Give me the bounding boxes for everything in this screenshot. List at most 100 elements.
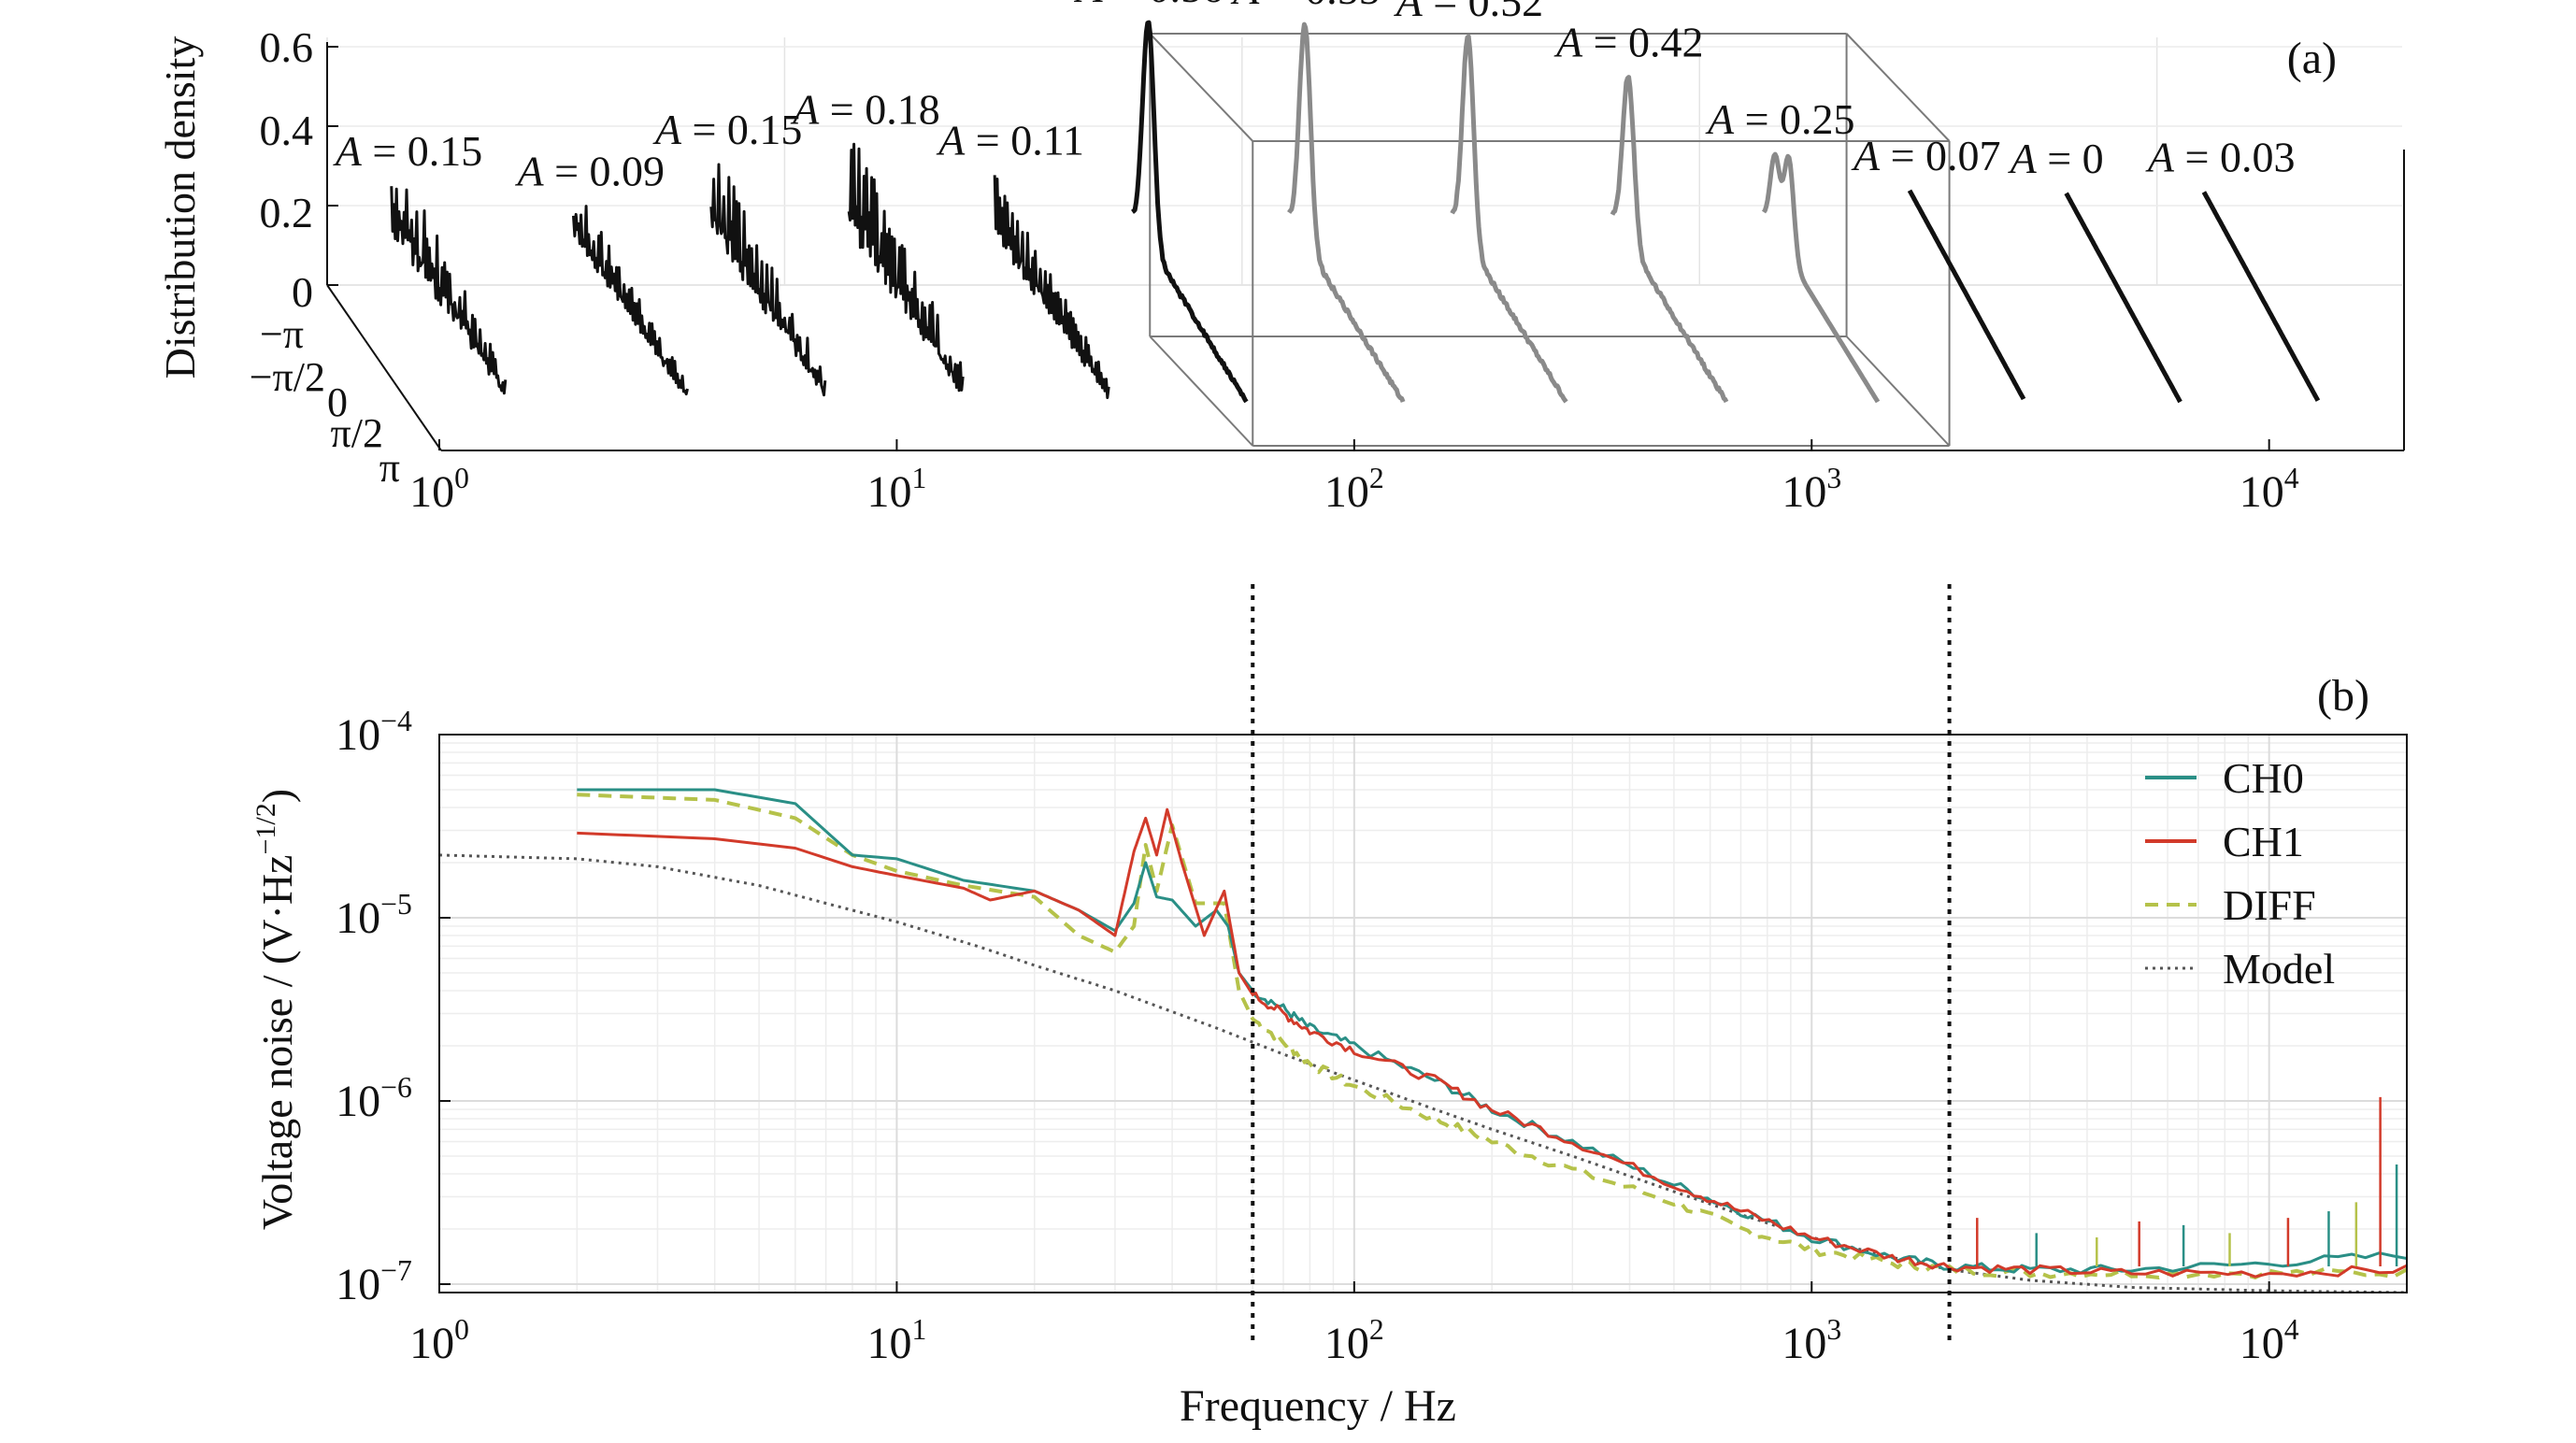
- distribution-trace: [390, 186, 508, 395]
- distribution-trace: [1610, 75, 1729, 404]
- amplitude-label: A = 0.15: [333, 127, 483, 175]
- distribution-trace: [993, 175, 1110, 399]
- y-tick-label-base: 10: [336, 1260, 380, 1309]
- highlight-box-edge: [1149, 33, 1253, 142]
- x-tick-label: 101: [866, 1313, 926, 1368]
- panel-a: A = 0.15 A = 0.09A = 0.15A = 0.18A = 0.11…: [156, 0, 2407, 517]
- amplitude-label: A = 0.52: [1394, 0, 1544, 25]
- x-tick-label: 103: [1782, 1313, 1841, 1368]
- amplitude-label-value: = 0.03: [2174, 133, 2295, 180]
- distribution-trace: [1907, 189, 2026, 401]
- panel-a-x-tick-label-base: 10: [866, 467, 911, 517]
- amplitude-label-var: A: [1851, 132, 1881, 179]
- x-tick-label-base: 10: [409, 1319, 454, 1368]
- phase-tick-neg-half-pi: −π/2: [250, 354, 325, 400]
- panel-a-x-tick-label: 103: [1782, 462, 1841, 517]
- highlight-box-edge: [1845, 336, 1951, 447]
- panel-b-x-label: Frequency / Hz: [1180, 1381, 1456, 1431]
- density-tick-0.6: 0.6: [260, 23, 314, 71]
- distribution-trace: [572, 205, 689, 396]
- amplitude-label-var: A: [1553, 19, 1583, 66]
- amplitude-label-value: = 0: [2037, 135, 2104, 182]
- amplitude-label-value: = 0.55: [1259, 0, 1380, 13]
- y-tick-label-base: 10: [336, 1077, 380, 1126]
- series-line-model: [439, 853, 2407, 1293]
- y-tick-label-exponent: −5: [380, 888, 412, 921]
- x-tick-label-exponent: 1: [911, 1313, 926, 1346]
- amplitude-label: A = 0.18: [790, 85, 940, 133]
- amplitude-label-value: = 0.11: [965, 116, 1084, 164]
- distribution-trace: [2201, 191, 2321, 402]
- density-tick-0: 0: [292, 268, 313, 316]
- panel-a-series: [390, 20, 2321, 404]
- panel-a-back-walls: [326, 37, 2402, 286]
- panel-a-x-tick-label-exponent: 0: [454, 462, 469, 494]
- panel-a-x-tick-label-base: 10: [2240, 467, 2284, 517]
- density-tick-0.2: 0.2: [260, 189, 314, 236]
- y-tick-label: 10−4: [336, 705, 412, 760]
- panel-b-vertical-markers: [1251, 584, 1952, 1346]
- amplitude-label: A = 0.42: [1553, 19, 1704, 66]
- panel-b-grid: [438, 734, 2408, 1293]
- panel-b-x-ticks: 100 101 102 103 104: [409, 1281, 2299, 1368]
- amplitude-label-var: A: [1705, 95, 1735, 143]
- legend-label-model: Model: [2223, 945, 2335, 993]
- amplitude-label: A = 0.55: [1230, 0, 1381, 13]
- panel-a-x-tick-label-base: 10: [409, 467, 454, 517]
- panel-a-x-tick-label-base: 10: [1782, 467, 1826, 517]
- y-tick-label-exponent: −6: [380, 1071, 412, 1104]
- amplitude-label: A = 0: [2008, 135, 2104, 182]
- x-tick-label: 100: [409, 1313, 469, 1368]
- x-tick-label-exponent: 3: [1826, 1313, 1841, 1346]
- distribution-trace: [1287, 21, 1406, 403]
- panel-a-x-tick-label-exponent: 2: [1369, 462, 1384, 494]
- legend-label-ch0: CH0: [2223, 754, 2304, 802]
- amplitude-label-value: = 0.42: [1582, 19, 1703, 66]
- amplitude-label: A = 0.11: [936, 116, 1084, 164]
- series-line-ch1: [577, 807, 2407, 1279]
- density-tick-0.4: 0.4: [260, 107, 314, 154]
- distribution-trace: [2064, 192, 2182, 404]
- y-tick-label-base: 10: [336, 893, 380, 943]
- amplitude-label-var: A: [936, 116, 966, 164]
- y-tick-label-exponent: −7: [380, 1254, 412, 1287]
- amplitude-label: A = 0.56: [1074, 0, 1224, 11]
- amplitude-label: A = 0.03: [2145, 133, 2296, 180]
- panel-a-x-tick-label: 101: [866, 462, 926, 517]
- panel-a-x-tick-label: 102: [1324, 462, 1384, 517]
- amplitude-label: A = 0.09: [515, 148, 665, 195]
- panel-b-series: [439, 788, 2407, 1293]
- amplitude-label-value: = 0.07: [1880, 132, 2000, 179]
- highlight-box-edge: [1149, 336, 1253, 447]
- x-tick-label: 104: [2240, 1313, 2299, 1368]
- legend: CH0 CH1 DIFF Model: [2145, 754, 2335, 993]
- panel-b: 100 101 102 103 104 10−410−510−610−7 (b) Fre…: [250, 584, 2408, 1431]
- panel-a-x-tick-label-exponent: 3: [1826, 462, 1841, 494]
- highlight-box: [1149, 33, 1951, 447]
- highlight-box-edge: [1845, 33, 1951, 142]
- amplitude-label-value: = 0.18: [819, 85, 939, 133]
- amplitude-label-value: = 0.15: [362, 127, 482, 175]
- amplitude-label-value: = 0.09: [544, 148, 665, 195]
- phase-axis: [326, 284, 442, 451]
- panel-a-background: [439, 28, 2407, 449]
- panel-b-label: (b): [2317, 671, 2369, 721]
- series-line-diff: [577, 793, 2407, 1279]
- panel-a-x-tick-label: 104: [2240, 462, 2299, 517]
- y-label-main: Voltage noise / (V·Hz: [253, 855, 301, 1231]
- x-tick-label: 102: [1324, 1313, 1384, 1368]
- y-tick-label: 10−6: [336, 1071, 412, 1126]
- panel-a-x-tick-label-exponent: 4: [2284, 462, 2299, 494]
- distribution-trace: [847, 142, 965, 393]
- amplitude-label-var: A: [515, 148, 545, 195]
- phase-tick-zero: 0: [327, 379, 348, 425]
- y-tick-label-base: 10: [336, 710, 380, 760]
- amplitude-label-var: A: [2145, 133, 2175, 180]
- y-tick-label: 10−7: [336, 1254, 412, 1309]
- panel-a-x-tick-label-exponent: 1: [911, 462, 926, 494]
- legend-label-diff: DIFF: [2223, 881, 2316, 929]
- amplitude-label-value: = 0.15: [681, 106, 802, 153]
- amplitude-label-var: A: [1074, 0, 1104, 11]
- x-tick-label-base: 10: [1324, 1319, 1369, 1368]
